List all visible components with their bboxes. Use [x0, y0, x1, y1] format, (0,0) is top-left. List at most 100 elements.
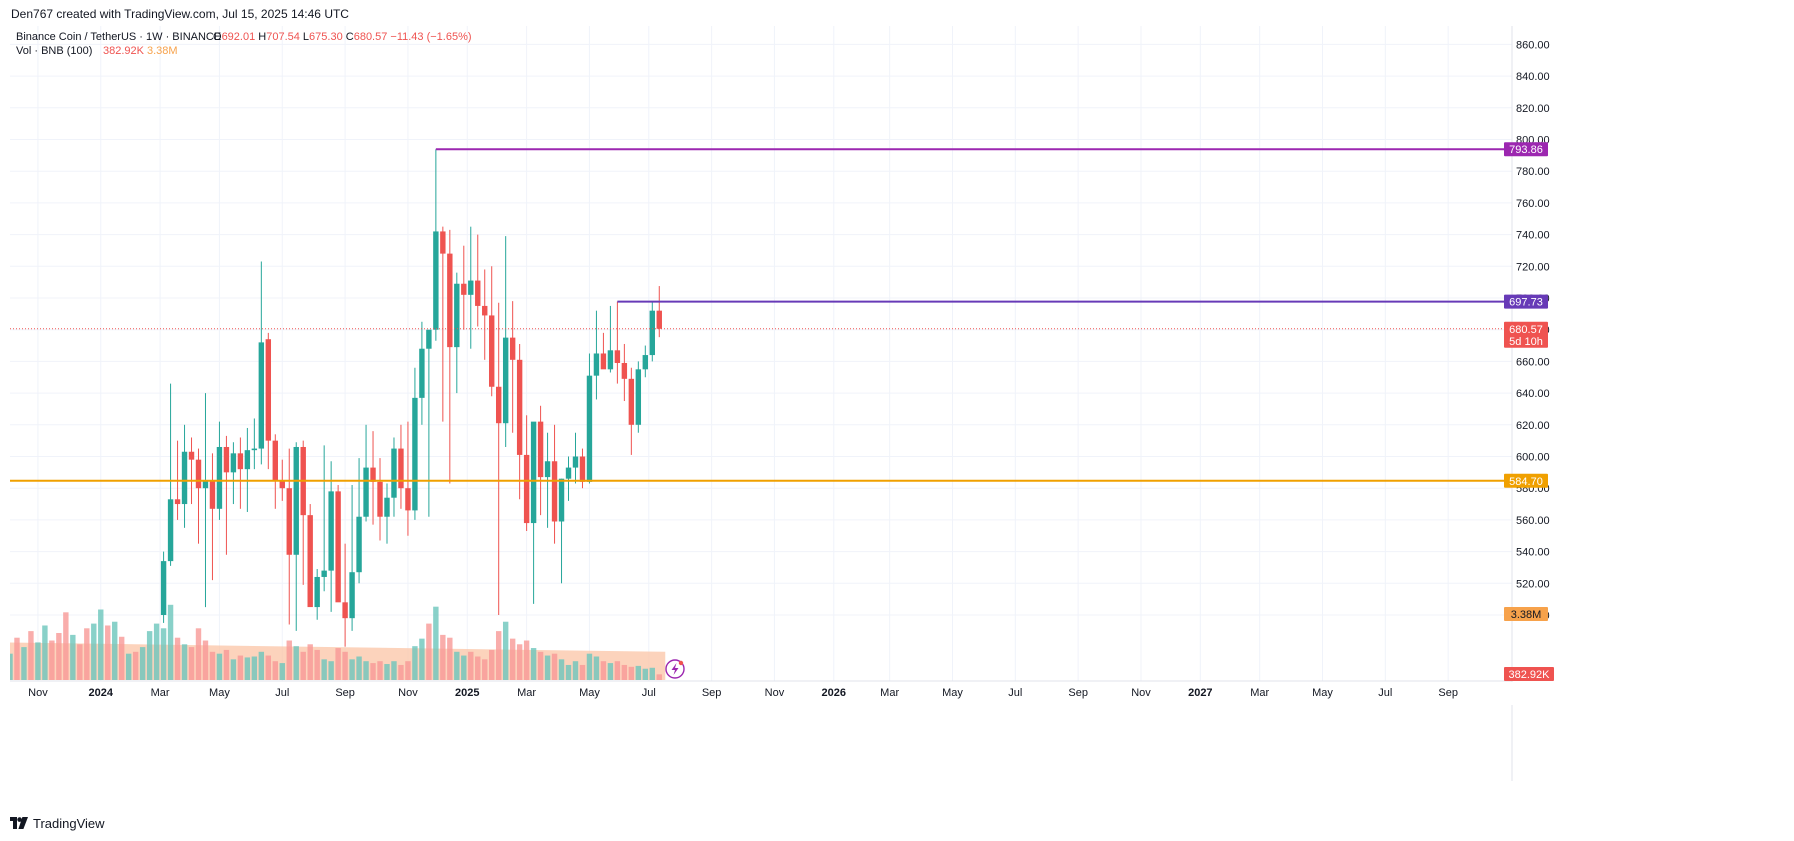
volume-bar: [531, 648, 536, 680]
candle-body: [454, 284, 459, 347]
candle-body: [196, 460, 201, 489]
volume-bar: [566, 665, 571, 680]
legend-ohlc: O692.01 H707.54 L675.30 C680.57 −11.43 (…: [213, 31, 472, 43]
time-tick-label: Nov: [1131, 687, 1151, 699]
volume-bar: [63, 612, 68, 680]
volume-bar: [224, 650, 229, 680]
candle-body: [252, 449, 257, 451]
candle-body: [615, 350, 620, 363]
candle-body: [210, 480, 215, 509]
lightning-icon[interactable]: [666, 660, 684, 678]
candle-body: [398, 449, 403, 489]
volume-bar: [154, 624, 159, 680]
volume-bar: [126, 654, 131, 680]
volume-bar: [384, 664, 389, 680]
level-label: 697.73: [1509, 297, 1543, 309]
legend-volume-value: 382.92K: [103, 45, 145, 57]
volume-bar: [622, 665, 627, 680]
candle-body: [308, 515, 313, 607]
volume-bar: [433, 607, 438, 680]
legend-ohlc-key: C: [346, 31, 354, 43]
volume-bar: [335, 648, 340, 680]
time-tick-label: 2026: [822, 687, 846, 699]
candle-body: [419, 349, 424, 398]
candle-body: [622, 363, 627, 379]
volume-bar: [608, 663, 613, 680]
volume-bar: [294, 646, 299, 680]
volume-bar: [426, 624, 431, 680]
candle-body: [321, 571, 326, 577]
volume-bar: [147, 631, 152, 680]
volume-bar: [112, 622, 117, 680]
time-tick-label: May: [942, 687, 963, 699]
candle-body: [384, 498, 389, 517]
volume-bar: [119, 637, 124, 680]
time-tick-label: Nov: [28, 687, 48, 699]
legend-ohlc-value: 680.57: [354, 31, 391, 43]
candle-body: [231, 453, 236, 472]
candle-body: [496, 387, 501, 423]
price-tick-label: 820.00: [1516, 103, 1550, 115]
legend-symbol: Binance Coin / TetherUS · 1W · BINANCE: [16, 31, 221, 43]
volume-bar: [594, 657, 599, 681]
time-tick-label: Jul: [275, 687, 289, 699]
candle-body: [168, 499, 173, 561]
volume-last-label: 382.92K: [1509, 669, 1551, 681]
time-tick-label: Sep: [1438, 687, 1458, 699]
volume-bar: [175, 638, 180, 680]
volume-bar: [259, 652, 264, 680]
candle-body: [489, 315, 494, 386]
volume-bar: [517, 644, 522, 680]
price-tick-label: 860.00: [1516, 39, 1550, 51]
candle-body: [643, 355, 648, 369]
candle-body: [189, 452, 194, 460]
candle-body: [273, 441, 278, 481]
volume-bar: [28, 631, 33, 680]
candle-body: [503, 338, 508, 424]
tradingview-brand: TradingView: [33, 816, 105, 831]
candle-body: [440, 231, 445, 253]
candles: [161, 149, 662, 646]
price-tick-label: 640.00: [1516, 388, 1550, 400]
legend-volume-ma: 3.38M: [147, 45, 178, 57]
candle-body: [266, 339, 271, 440]
volume-bar: [405, 661, 410, 680]
candle-body: [238, 453, 243, 469]
horizontal-lines[interactable]: [10, 149, 1512, 481]
volume-bar: [140, 647, 145, 680]
legend-ohlc-key: H: [258, 31, 266, 43]
volume-bar: [454, 652, 459, 680]
price-tick-label: 620.00: [1516, 420, 1550, 432]
legend-ohlc-value: 692.01: [222, 31, 259, 43]
tradingview-logo[interactable]: TradingView: [10, 815, 105, 831]
candle-body: [259, 342, 264, 448]
volume-bar: [182, 644, 187, 680]
volume-bar: [461, 656, 466, 680]
chart-frame[interactable]: 500.00520.00540.00560.00580.00600.00620.…: [10, 26, 1784, 805]
time-tick-label: May: [209, 687, 230, 699]
volume-bar: [342, 652, 347, 680]
volume-bar: [524, 641, 529, 680]
volume-bar: [552, 654, 557, 680]
volume-bar: [210, 652, 215, 680]
level-label: 793.86: [1509, 144, 1543, 156]
legend-ohlc-value: 675.30: [309, 31, 346, 43]
time-tick-label: Jul: [642, 687, 656, 699]
volume-bar: [510, 639, 515, 680]
candle-body: [426, 330, 431, 349]
price-tick-label: 540.00: [1516, 547, 1550, 559]
volume-bar: [391, 661, 396, 680]
volume-bar: [105, 625, 110, 680]
time-tick-label: 2024: [89, 687, 114, 699]
volume-bar: [308, 644, 313, 680]
volume-bar: [475, 657, 480, 681]
volume-bar: [21, 647, 26, 680]
candle-body: [636, 369, 641, 424]
price-tick-label: 720.00: [1516, 261, 1550, 273]
candle-body: [294, 447, 299, 555]
volume-bar: [398, 665, 403, 680]
price-chart[interactable]: 500.00520.00540.00560.00580.00600.00620.…: [10, 26, 1784, 805]
time-tick-label: Mar: [151, 687, 170, 699]
time-tick-label: Mar: [1250, 687, 1269, 699]
price-tick-label: 780.00: [1516, 166, 1550, 178]
